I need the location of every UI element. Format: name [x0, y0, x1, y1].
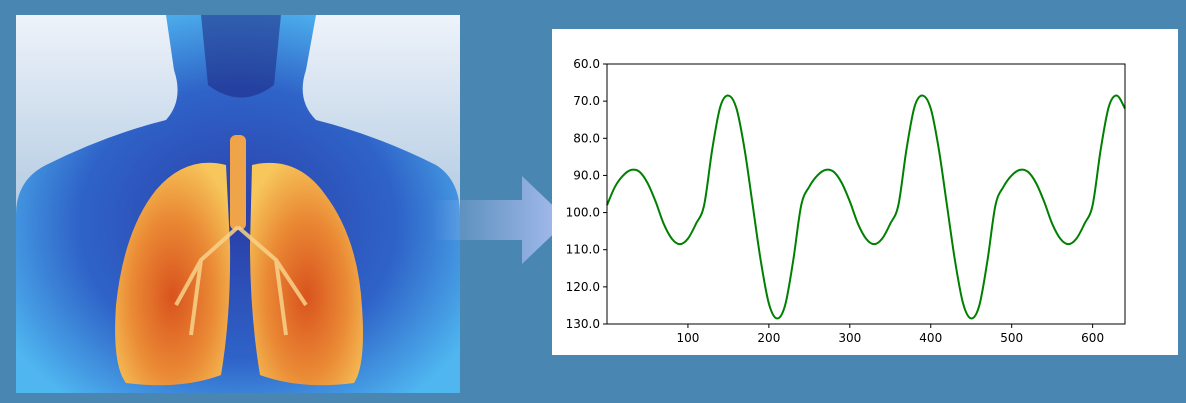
x-tick-label: 100 [676, 331, 699, 345]
y-tick-label: 100.0 [566, 206, 600, 220]
y-tick-label: 120.0 [566, 280, 600, 294]
bronchi [174, 225, 308, 336]
y-tick-label: 110.0 [566, 243, 600, 257]
y-tick-label: 130.0 [566, 317, 600, 331]
plot-frame [606, 63, 1126, 325]
x-tick-label: 400 [919, 331, 942, 345]
lungs-illustration [16, 15, 460, 393]
breathing-chart-panel: 100 200 300 400 500 600 60.0 70.0 80.0 90.0 100.0… [552, 29, 1178, 355]
breathing-chart: 100 200 300 400 500 600 60.0 70.0 80.0 90.0 100.0… [566, 57, 1126, 345]
left-lung [115, 162, 231, 386]
neck-shadow [201, 15, 281, 98]
y-tick-label: 60.0 [573, 57, 600, 71]
x-tick-label: 600 [1081, 331, 1104, 345]
y-tick-label: 80.0 [573, 131, 600, 145]
trachea [230, 135, 246, 230]
y-tick-label: 90.0 [573, 168, 600, 182]
x-tick-label: 200 [757, 331, 780, 345]
y-axis-ticks: 60.0 70.0 80.0 90.0 100.0 110.0 120.0 130.0 [566, 57, 607, 331]
x-tick-label: 500 [1000, 331, 1023, 345]
y-tick-label: 70.0 [573, 94, 600, 108]
breathing-signal-line [606, 94, 1126, 320]
right-arrow-icon [432, 176, 568, 264]
x-tick-label: 300 [838, 331, 861, 345]
right-lung [250, 162, 363, 386]
x-axis-ticks: 100 200 300 400 500 600 [676, 324, 1104, 345]
